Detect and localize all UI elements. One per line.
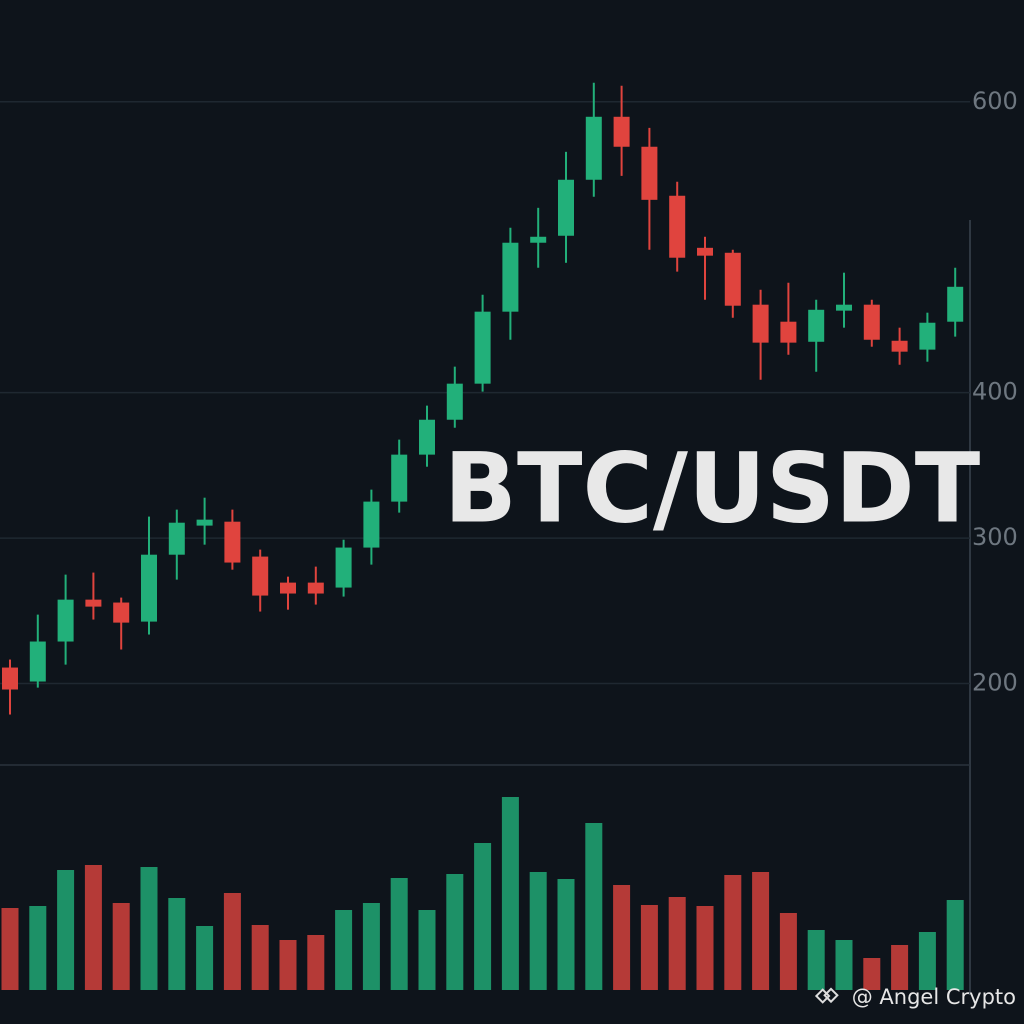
volume-bar — [140, 867, 158, 990]
candle-body — [808, 309, 825, 342]
volume-bar — [57, 870, 75, 990]
candle-body — [29, 641, 46, 682]
candle-body — [2, 667, 18, 690]
watermark-icon — [814, 987, 839, 1004]
candle-body — [697, 247, 713, 256]
candle-body — [863, 304, 880, 340]
candle-body — [919, 322, 936, 350]
candle-body — [57, 599, 74, 642]
volume-bar — [84, 865, 102, 990]
volume-bar — [196, 926, 214, 990]
volume-bar — [835, 940, 853, 990]
candle-body — [196, 519, 213, 526]
volume-bar — [251, 925, 269, 990]
candle-body — [891, 340, 908, 352]
volume-bar — [807, 930, 825, 990]
candle-body — [391, 454, 408, 502]
volume-bar — [1, 908, 19, 990]
volume-bar — [779, 913, 797, 990]
candle-body — [224, 521, 241, 563]
candle-body — [947, 286, 964, 322]
candle-body — [669, 195, 686, 258]
candle-body — [836, 304, 852, 311]
volume-bar — [501, 797, 519, 990]
volume-bar — [918, 932, 936, 990]
candle-body — [252, 556, 269, 596]
candle-body — [446, 383, 463, 420]
volume-bar — [863, 958, 881, 990]
volume-bar — [946, 900, 964, 990]
volume-bar — [474, 843, 492, 990]
y-tick-label: 300 — [972, 523, 1018, 551]
candle-body — [335, 547, 352, 588]
candle-body — [558, 179, 574, 236]
candle-body — [419, 419, 435, 455]
candle-body — [752, 304, 769, 343]
volume-bar — [112, 903, 130, 990]
candle-body — [724, 252, 741, 306]
y-tick-label: 200 — [972, 669, 1018, 697]
volume-bar — [891, 945, 909, 990]
symbol-label: BTC/USDT — [444, 432, 980, 544]
volume-bar — [279, 940, 297, 990]
candle-body — [363, 501, 380, 548]
volume-bar — [168, 898, 186, 990]
y-tick-label: 600 — [972, 87, 1018, 115]
volume-bar — [696, 906, 714, 990]
candle-body — [307, 582, 324, 594]
candle-body — [113, 602, 130, 623]
volume-bar — [557, 879, 575, 990]
candle-body — [280, 582, 296, 594]
volume-bar — [640, 905, 658, 990]
volume-bar — [307, 935, 325, 990]
candle-body — [85, 599, 102, 607]
volume-bar — [752, 872, 770, 990]
volume-bar — [362, 903, 380, 990]
volume-bar — [29, 906, 47, 990]
volume-bar — [613, 885, 631, 990]
candle-body — [585, 116, 602, 180]
volume-bar — [223, 893, 241, 990]
candle-body — [168, 522, 185, 555]
watermark: @ Angel Crypto — [852, 985, 1016, 1009]
candle-body — [780, 321, 797, 343]
volume-bar — [724, 875, 742, 990]
candle-body — [641, 146, 658, 200]
volume-bar — [529, 872, 547, 990]
candle-body — [502, 242, 519, 312]
volume-bar — [335, 910, 353, 990]
volume-bar — [418, 910, 436, 990]
y-tick-label: 400 — [972, 378, 1018, 406]
volume-bar — [446, 874, 464, 990]
plot — [0, 82, 970, 990]
candle-body — [141, 554, 157, 622]
candle-body — [474, 311, 491, 384]
volume-bar — [585, 823, 603, 990]
volume-bar — [668, 897, 686, 990]
candle-body — [530, 236, 547, 243]
volume-bar — [390, 878, 408, 990]
candle-body — [613, 116, 630, 147]
